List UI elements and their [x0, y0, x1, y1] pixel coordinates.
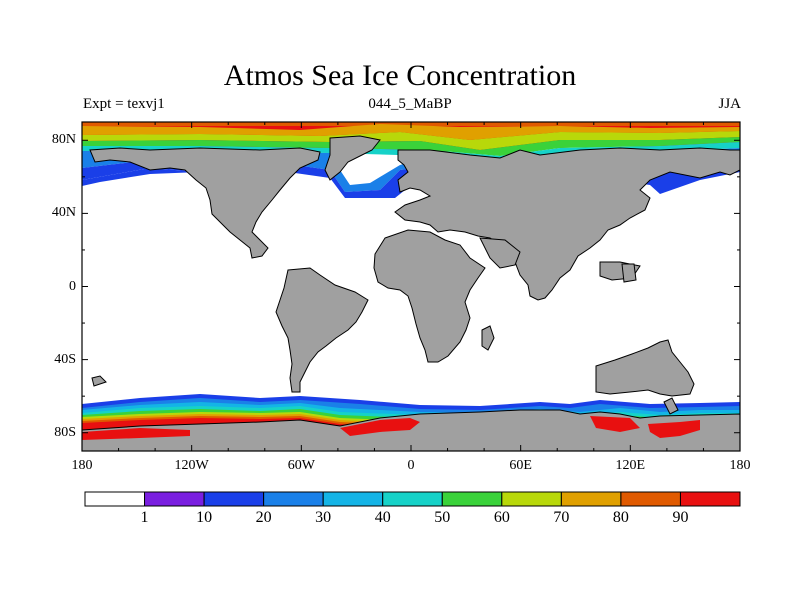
latitude-label: 0 — [69, 278, 76, 294]
japan-land — [621, 263, 637, 283]
latitude-label: 40S — [54, 351, 76, 367]
colorbar-swatch — [203, 491, 265, 507]
new-zealand-land — [663, 397, 679, 415]
colorbar-label: 70 — [553, 509, 570, 526]
longitude-label: 180 — [729, 458, 751, 473]
season-label: JJA — [718, 96, 741, 112]
colorbar — [84, 491, 741, 507]
colorbar-swatch — [263, 491, 324, 507]
arabia-land — [479, 237, 521, 269]
colorbar-swatch — [441, 491, 503, 507]
colorbar-swatch — [560, 491, 622, 507]
colorbar-swatch — [322, 491, 384, 507]
longitude-label: 60W — [287, 458, 315, 473]
colorbar-label: 40 — [374, 509, 391, 526]
colorbar-swatch — [620, 491, 681, 507]
colorbar-swatch — [84, 491, 146, 507]
longitude-label: 120W — [174, 458, 209, 473]
latitude-label: 80N — [51, 132, 76, 148]
colorbar-label: 50 — [434, 509, 451, 526]
colorbar-label: 10 — [196, 509, 213, 526]
colorbar-swatch — [501, 491, 562, 507]
greenland-land — [324, 135, 381, 181]
longitude-label: 120E — [615, 458, 646, 473]
colorbar-swatch — [144, 491, 205, 507]
axis-ticks — [81, 122, 741, 451]
experiment-label: Expt = texvj1 — [83, 96, 165, 112]
colorbar-label: 80 — [612, 509, 629, 526]
longitude-label: 180 — [71, 458, 93, 473]
australia-land — [595, 339, 695, 397]
colorbar-label: 20 — [255, 509, 272, 526]
land-masses — [82, 135, 740, 451]
small-island-land — [91, 375, 107, 387]
eurasia-land — [394, 147, 740, 301]
north-america-land — [89, 147, 321, 259]
colorbar-label: 90 — [672, 509, 689, 526]
colorbar-swatch — [679, 491, 741, 507]
antarctic-coastal-ice — [82, 416, 700, 440]
latitude-label: 80S — [54, 424, 76, 440]
longitude-label: 0 — [407, 458, 415, 473]
colorbar-label: 60 — [493, 509, 510, 526]
south-america-land — [275, 267, 369, 393]
colorbar-label: 30 — [315, 509, 332, 526]
map-title: Atmos Sea Ice Concentration — [223, 59, 577, 92]
africa-land — [373, 229, 486, 363]
madagascar-land — [481, 325, 495, 351]
latitude-label: 40N — [51, 205, 76, 221]
colorbar-label: 1 — [140, 509, 149, 526]
longitude-label: 60E — [509, 458, 532, 473]
map-layers — [82, 122, 740, 451]
antarctica-land — [82, 409, 740, 451]
period-label: 044_5_MaBP — [368, 96, 452, 112]
colorbar-swatch — [382, 491, 443, 507]
